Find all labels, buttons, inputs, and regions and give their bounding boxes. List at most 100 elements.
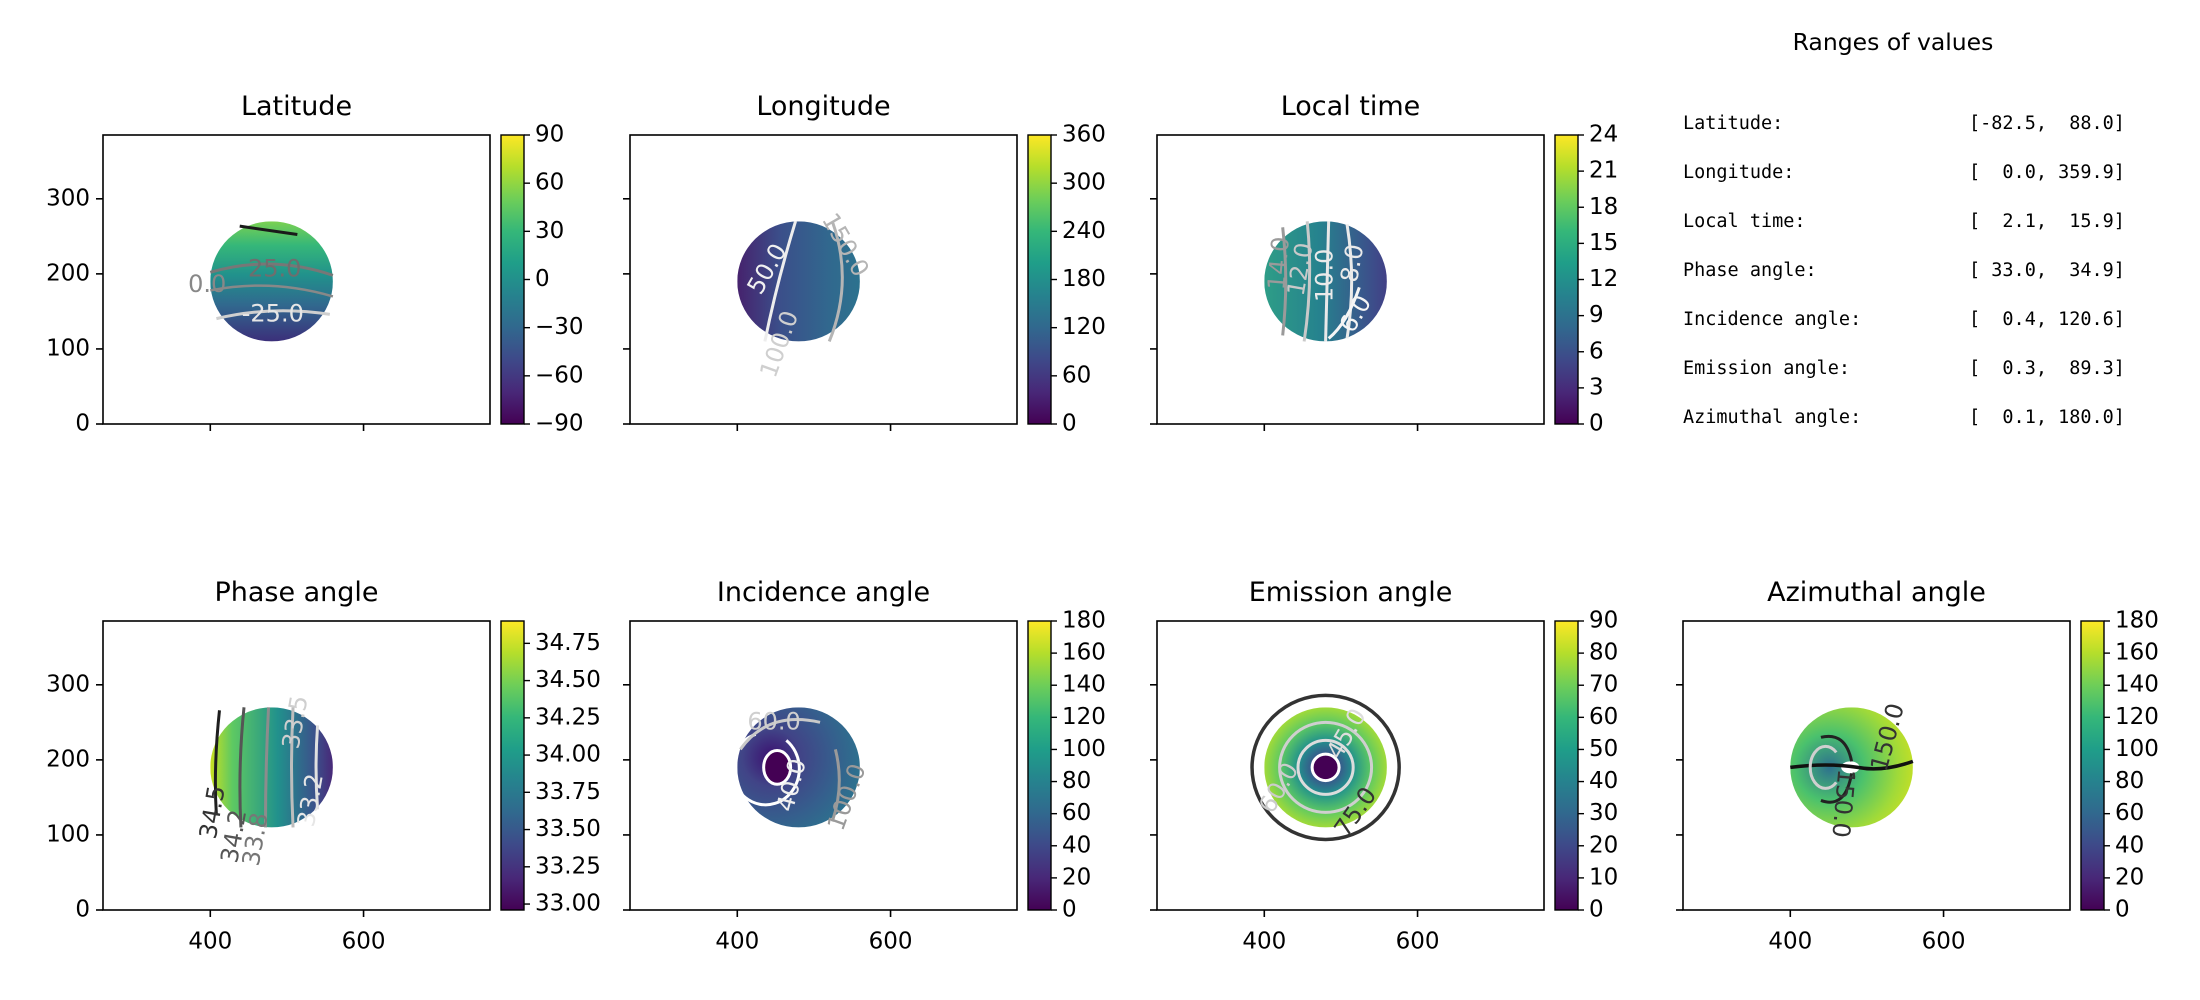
y-tick-label: 200 — [46, 746, 90, 772]
colorbar-tick-label: 20 — [1589, 832, 1618, 858]
x-tick-label: 400 — [1768, 929, 1812, 955]
colorbar-tick-label: 360 — [1062, 122, 1106, 148]
ranges-title: Ranges of values — [1792, 28, 1994, 56]
colorbar-tick-label: 0 — [1589, 897, 1604, 923]
colorbar-tick-label: 33.50 — [535, 816, 601, 842]
contour-line — [240, 707, 244, 827]
colorbar-tick-label: 0 — [1062, 411, 1077, 437]
panel-title: Emission angle — [1249, 577, 1453, 608]
colorbar — [1554, 134, 1579, 425]
contour-line — [216, 311, 329, 319]
contour-line — [316, 725, 318, 809]
colorbar-tick-label: 180 — [2115, 608, 2159, 634]
range-label: Local time: — [1683, 211, 1806, 232]
colorbar-tick-label: 34.75 — [535, 630, 601, 656]
range-value: [ 33.0, 34.9] — [1969, 260, 2125, 281]
range-row-azimuthal-angle: Azimuthal angle: [ 0.1, 180.0] — [1683, 407, 2183, 437]
colorbar-tick-label: 34.00 — [535, 742, 601, 768]
y-tick-label: 0 — [75, 897, 90, 923]
colorbar-tick-label: 0 — [1062, 897, 1077, 923]
contour-label: -25.0 — [242, 299, 304, 327]
range-label: Longitude: — [1683, 162, 1795, 183]
colorbar-tick-label: 33.25 — [535, 853, 601, 879]
range-row-local-time: Local time: [ 2.1, 15.9] — [1683, 211, 2183, 241]
colorbar-tick-label: −60 — [535, 362, 584, 388]
range-row-emission-angle: Emission angle: [ 0.3, 89.3] — [1683, 358, 2183, 388]
colorbar-tick-label: 60 — [1062, 362, 1091, 388]
colorbar-tick-label: 160 — [1062, 640, 1106, 666]
range-value: [ 0.3, 89.3] — [1969, 358, 2125, 379]
colorbar-tick-label: 30 — [535, 218, 564, 244]
colorbar-tick-label: 140 — [2115, 672, 2159, 698]
contour-line — [1252, 695, 1399, 839]
colorbar-tick-label: 18 — [1589, 194, 1618, 220]
contour-line — [292, 707, 294, 827]
contour-label: 60.0 — [747, 707, 800, 735]
axes-frame — [102, 134, 491, 425]
contours — [1790, 736, 1913, 802]
colorbar-tick-label: 33.00 — [535, 891, 601, 917]
contour-line — [215, 710, 219, 815]
colorbar-tick-label: 160 — [2115, 640, 2159, 666]
x-tick-label: 600 — [1922, 929, 1966, 955]
colorbar-tick-label: 20 — [2115, 864, 2144, 890]
x-tick-label: 600 — [342, 929, 386, 955]
contour-line — [1821, 773, 1852, 802]
contour-line — [1280, 722, 1372, 812]
colorbar-tick-label: 24 — [1589, 122, 1618, 148]
disk-image — [210, 221, 333, 342]
range-label: Emission angle: — [1683, 358, 1851, 379]
contour-label: 25.0 — [248, 254, 301, 282]
contour-label: 0.0 — [188, 270, 226, 298]
colorbar-tick-label: 60 — [535, 170, 564, 196]
contour-line — [1298, 740, 1353, 794]
contours — [765, 221, 842, 341]
disk-image — [210, 707, 333, 828]
y-tick-label: 300 — [46, 671, 90, 697]
panel-title: Phase angle — [214, 577, 378, 608]
colorbar-tick-label: 300 — [1062, 170, 1106, 196]
colorbar-tick-label: 50 — [1589, 736, 1618, 762]
colorbar-tick-label: −30 — [535, 314, 584, 340]
axes-frame — [102, 620, 491, 911]
colorbar — [1027, 620, 1052, 911]
colorbar-tick-label: −90 — [535, 411, 584, 437]
range-row-latitude: Latitude: [-82.5, 88.0] — [1683, 113, 2183, 143]
panel-title: Local time — [1281, 91, 1421, 122]
colorbar-tick-label: 100 — [2115, 736, 2159, 762]
x-tick-label: 600 — [1396, 929, 1440, 955]
range-value: [ 0.1, 180.0] — [1969, 407, 2125, 428]
colorbar-tick-label: 0 — [2115, 897, 2130, 923]
contours — [1252, 695, 1399, 839]
colorbar-tick-label: 34.25 — [535, 704, 601, 730]
contours — [215, 707, 317, 827]
colorbar — [1554, 620, 1579, 911]
contour-label: 150.0 — [1826, 768, 1860, 839]
colorbar-tick-label: 90 — [535, 122, 564, 148]
panel-title: Longitude — [756, 91, 890, 122]
contour-line — [829, 221, 842, 341]
colorbar-tick-label: 90 — [1589, 608, 1618, 634]
disk-image — [1264, 707, 1387, 828]
axes-frame — [1156, 620, 1545, 911]
contour-line — [765, 221, 796, 341]
panel-title: Azimuthal angle — [1767, 577, 1986, 608]
contour-line — [732, 734, 799, 804]
contour-line — [740, 720, 820, 750]
colorbar — [500, 134, 525, 425]
contour-line — [1821, 736, 1852, 761]
colorbar-tick-label: 100 — [1062, 736, 1106, 762]
colorbar — [500, 620, 525, 911]
x-tick-label: 400 — [188, 929, 232, 955]
contour-label: 10.0 — [1311, 249, 1339, 302]
colorbar-tick-label: 70 — [1589, 672, 1618, 698]
colorbar-tick-label: 3 — [1589, 374, 1604, 400]
range-row-incidence-angle: Incidence angle: [ 0.4, 120.6] — [1683, 309, 2183, 339]
range-value: [ 0.4, 120.6] — [1969, 309, 2125, 330]
colorbar-tick-label: 34.50 — [535, 667, 601, 693]
